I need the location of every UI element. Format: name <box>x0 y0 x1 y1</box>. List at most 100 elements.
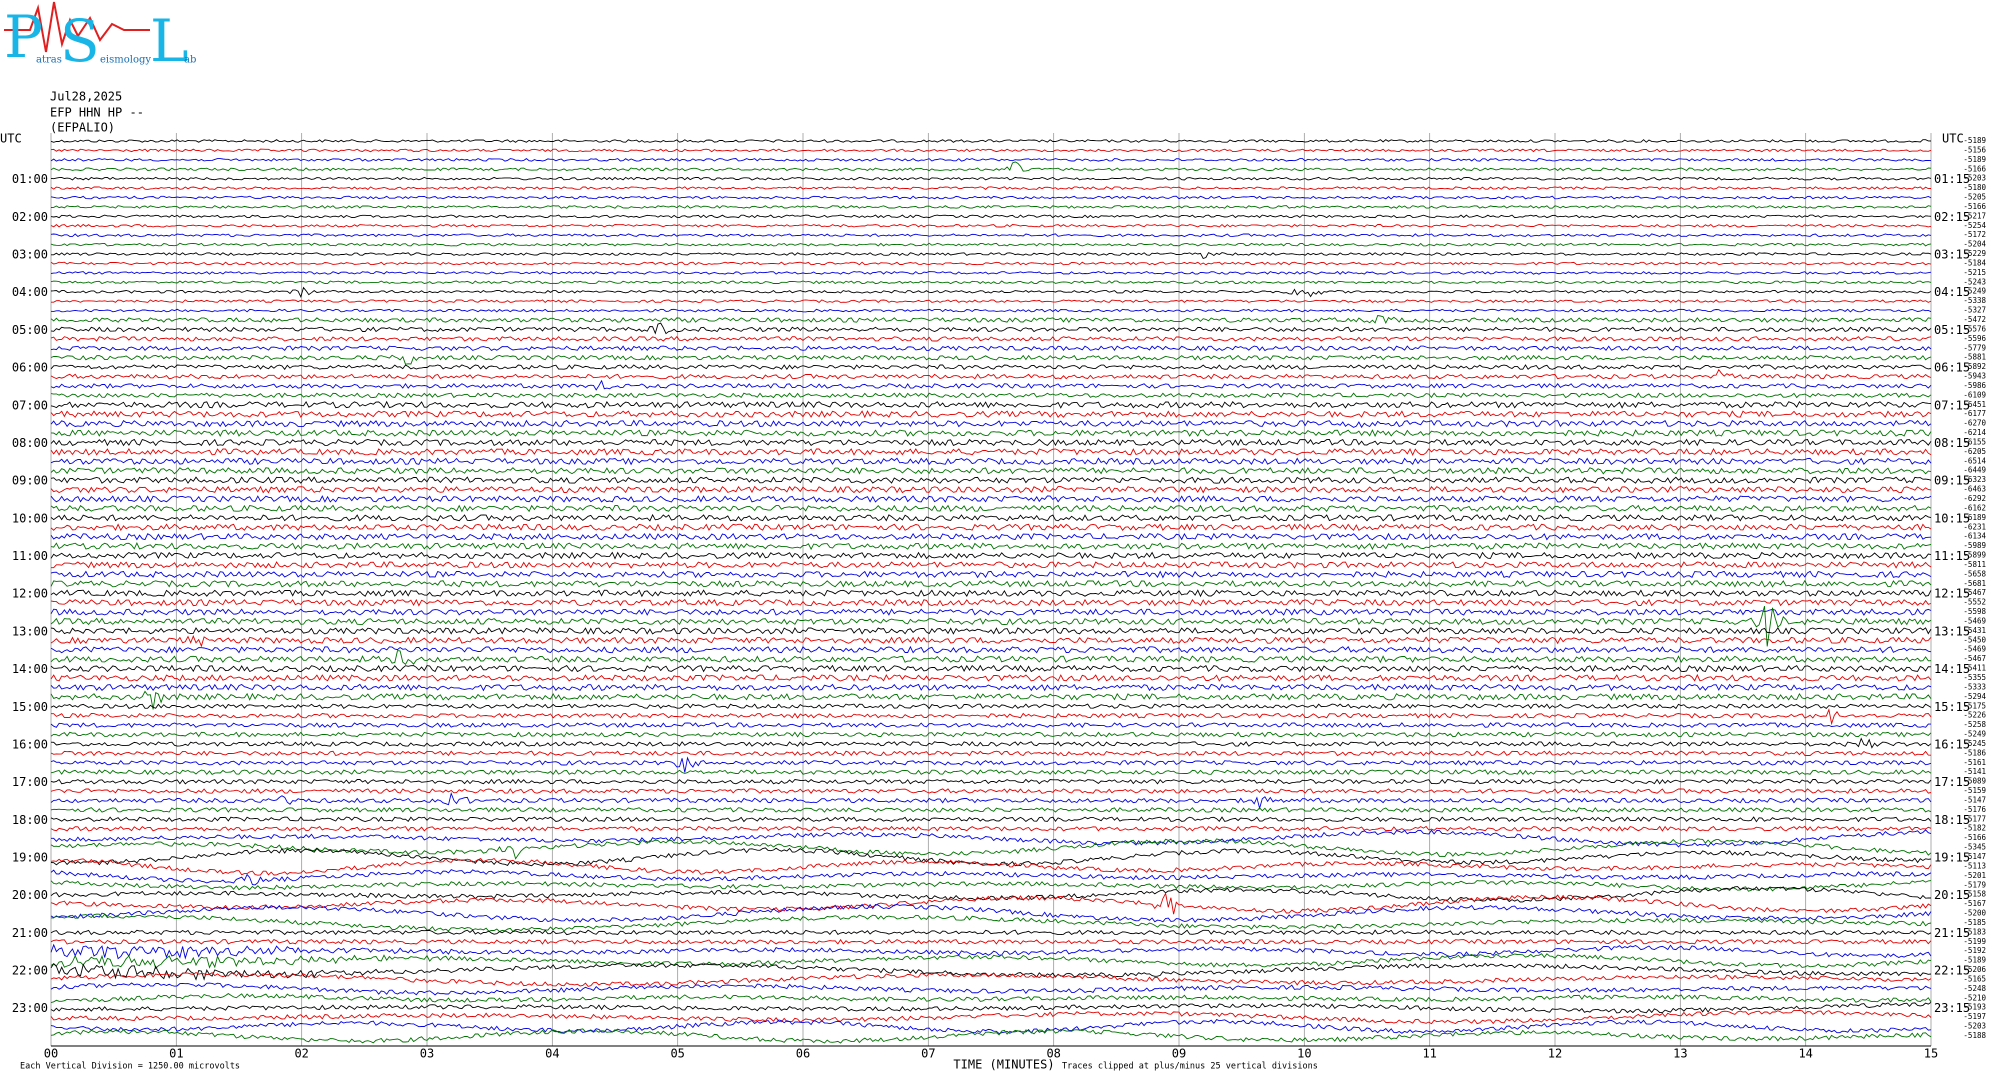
row-offset: -5205 <box>1963 193 1986 202</box>
row-offset: -5158 <box>1963 890 1986 899</box>
trace <box>50 485 1932 494</box>
trace <box>50 457 1932 466</box>
trace <box>50 650 1932 665</box>
trace <box>50 1028 1932 1044</box>
logo-letter: S <box>60 7 100 75</box>
hour-label-left: 03:00 <box>12 248 48 262</box>
trace <box>50 1009 1932 1025</box>
row-offset: -5467 <box>1963 654 1986 663</box>
row-offset: -5469 <box>1963 645 1986 654</box>
row-offset: -6449 <box>1963 466 1986 475</box>
hour-label-left: 13:00 <box>12 624 48 638</box>
hour-label-left: 08:00 <box>12 436 48 450</box>
row-offset: -5254 <box>1963 221 1986 230</box>
trace <box>50 379 1932 391</box>
logo-letter: L <box>150 7 189 75</box>
row-offset: -5811 <box>1963 560 1986 569</box>
row-offset: -5986 <box>1963 381 1986 390</box>
row-offset: -5215 <box>1963 268 1986 277</box>
row-offset: -6451 <box>1963 400 1986 409</box>
row-offset: -5226 <box>1963 711 1986 720</box>
trace <box>50 139 1932 143</box>
x-tick-label: 15 <box>1924 1047 1938 1061</box>
row-offset: -5203 <box>1963 1022 1986 1031</box>
trace <box>50 943 1932 960</box>
trace <box>50 579 1932 588</box>
station: (EFPALIO) <box>50 121 115 135</box>
row-offset: -5892 <box>1963 362 1986 371</box>
hour-label-right: 10:15 <box>1934 511 1970 525</box>
hour-label-right: 21:15 <box>1934 926 1970 940</box>
row-offset: -5184 <box>1963 258 1986 267</box>
trace <box>50 223 1932 228</box>
hour-label-right: 14:15 <box>1934 662 1970 676</box>
x-tick-label: 06 <box>796 1047 810 1061</box>
row-offset: -5166 <box>1963 164 1986 173</box>
hour-label-right: 15:15 <box>1934 700 1970 714</box>
trace <box>50 953 1932 970</box>
hour-label-left: 15:00 <box>12 700 48 714</box>
hour-label-left: UTC <box>0 132 22 146</box>
row-offset: -5113 <box>1963 861 1986 870</box>
trace <box>50 476 1932 484</box>
row-offset: -5186 <box>1963 748 1986 757</box>
logo-word: atras <box>36 55 62 66</box>
row-offset: -5243 <box>1963 277 1986 286</box>
trace <box>50 400 1932 409</box>
hour-label-left: 17:00 <box>12 775 48 789</box>
trace <box>50 778 1932 785</box>
x-axis-title: TIME (MINUTES) <box>953 1058 1054 1072</box>
trace <box>50 737 1932 749</box>
traces <box>50 139 1932 1044</box>
row-offset: -5658 <box>1963 569 1986 578</box>
x-tick-label: 14 <box>1798 1047 1812 1061</box>
x-tick-label: 11 <box>1422 1047 1436 1061</box>
row-offset: -5943 <box>1963 372 1986 381</box>
trace <box>50 280 1932 285</box>
hour-label-right: 22:15 <box>1934 964 1970 978</box>
trace <box>50 504 1932 513</box>
row-offset: -5248 <box>1963 984 1986 993</box>
logo-word: eismology <box>100 55 151 66</box>
row-offset: -6155 <box>1963 437 1986 446</box>
row-offset: -5183 <box>1963 927 1986 936</box>
trace <box>50 354 1932 365</box>
trace <box>50 971 1932 987</box>
row-offset: -5177 <box>1963 814 1986 823</box>
x-tick-label: 12 <box>1548 1047 1562 1061</box>
hour-label-right: 16:15 <box>1934 737 1970 751</box>
row-offset: -5176 <box>1963 805 1986 814</box>
trace <box>51 913 1932 933</box>
trace <box>50 271 1932 275</box>
trace <box>50 838 1932 860</box>
trace <box>50 635 1932 648</box>
trace <box>50 570 1932 579</box>
hour-label-left: 14:00 <box>12 662 48 676</box>
row-offset: -6514 <box>1963 456 1986 465</box>
row-offset: -5166 <box>1963 833 1986 842</box>
row-offset: -5217 <box>1963 211 1986 220</box>
hour-label-right: 09:15 <box>1934 474 1970 488</box>
hour-label-right: 05:15 <box>1934 323 1970 337</box>
trace <box>50 261 1932 266</box>
x-tick-label: 07 <box>921 1047 935 1061</box>
row-offset: -6270 <box>1963 419 1986 428</box>
x-tick-label: 00 <box>44 1047 58 1061</box>
row-offset: -5200 <box>1963 909 1986 918</box>
row-offset: -5596 <box>1963 334 1986 343</box>
hour-label-right: 06:15 <box>1934 361 1970 375</box>
trace <box>50 286 1932 299</box>
logo-word: ab <box>184 55 196 66</box>
hour-label-left: 18:00 <box>12 813 48 827</box>
row-offset: -5193 <box>1963 1003 1986 1012</box>
channel: EFP HHN HP -- <box>50 106 144 120</box>
trace <box>50 792 1932 811</box>
date: Jul28,2025 <box>50 90 122 104</box>
x-tick-label: 04 <box>545 1047 559 1061</box>
row-offset: -5165 <box>1963 974 1986 983</box>
logo: P S L atras eismology ab <box>4 1 196 75</box>
trace <box>50 722 1931 729</box>
row-offset: -5333 <box>1963 682 1986 691</box>
hour-label-left: 09:00 <box>12 474 48 488</box>
trace <box>50 1002 1932 1014</box>
